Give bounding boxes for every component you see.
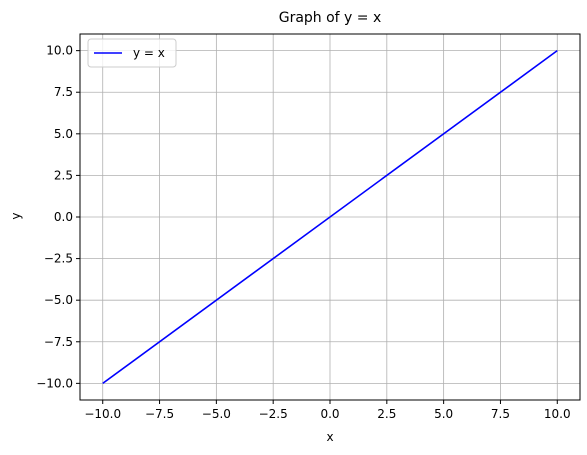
y-tick-label: 7.5 [54,85,73,99]
legend-box [87,38,177,68]
y-tick-label: 5.0 [54,127,73,141]
x-tick-label: 7.5 [491,407,510,421]
y-tick-label: −2.5 [44,252,73,266]
chart-title: Graph of y = x [279,10,382,26]
y-axis-label: y [9,212,23,219]
y-tick-label: −10.0 [36,376,73,390]
y-tick-label: 10.0 [46,44,73,58]
y-tick-label: 0.0 [54,210,73,224]
x-axis-label: x [326,430,333,444]
series-lines [102,49,558,385]
y-tick-label: −7.5 [44,335,73,349]
y-tick-label: −5.0 [44,293,73,307]
y-tick-label: 2.5 [54,168,73,182]
x-tick-label: 5.0 [434,407,453,421]
x-tick-label: −5.0 [202,407,231,421]
x-tick-label: 2.5 [377,407,396,421]
series-line [102,49,558,385]
x-tick-label: −10.0 [84,407,121,421]
legend-label: y = x [133,46,165,60]
x-tick-label: 0.0 [320,407,339,421]
legend: y = x [87,38,177,68]
x-tick-label: −2.5 [259,407,288,421]
x-axis-ticks: −10.0 −7.5 −5.0 −2.5 0.0 2.5 5.0 7.5 10.0 [84,400,571,421]
x-tick-label: 10.0 [544,407,571,421]
x-tick-label: −7.5 [145,407,174,421]
y-axis-ticks: −10.0 −7.5 −5.0 −2.5 0.0 2.5 5.0 7.5 10.0 [36,44,80,390]
